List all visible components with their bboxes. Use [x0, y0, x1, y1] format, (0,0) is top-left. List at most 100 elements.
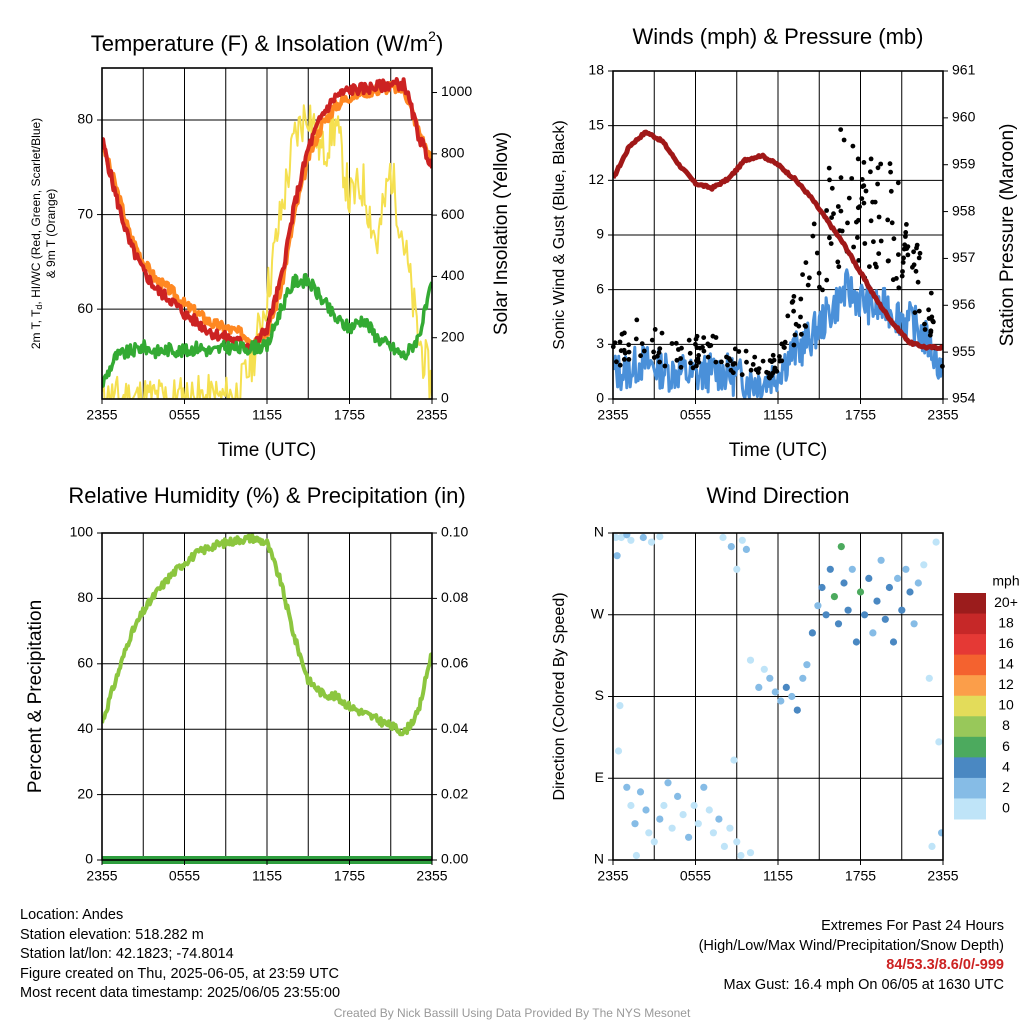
direction-point	[685, 833, 693, 841]
direction-point	[720, 842, 729, 851]
wind-ytick-right-label: 956	[952, 296, 976, 312]
gust-point	[697, 345, 703, 351]
rh-ytick-right-label: 0.06	[441, 655, 468, 671]
direction-point	[777, 697, 785, 705]
gust-point	[838, 175, 844, 181]
rh-ylabel-left: Percent & Precipitation	[25, 600, 46, 793]
temp-ytick-right-label: 0	[441, 390, 449, 406]
rh-ytick-label: 40	[77, 720, 93, 736]
dir-ytick-label: S	[595, 687, 604, 703]
gust-point	[841, 137, 847, 143]
gust-point	[811, 221, 817, 227]
direction-point	[822, 611, 830, 619]
gust-point	[791, 308, 796, 314]
gust-point	[705, 354, 711, 360]
wind-ytick-label: 6	[596, 280, 604, 296]
colorbar-label: 14	[998, 656, 1014, 672]
colorbar-label: 20+	[994, 594, 1018, 610]
gust-point	[859, 196, 865, 202]
direction-point	[679, 811, 687, 819]
gust-point	[634, 317, 640, 323]
direction-point	[650, 838, 658, 846]
direction-point	[852, 638, 861, 646]
gust-point	[900, 269, 905, 274]
colorbar-swatch	[954, 593, 986, 615]
direction-point	[803, 661, 811, 669]
direction-point	[738, 536, 746, 544]
gust-point	[690, 365, 696, 371]
gust-point	[885, 258, 891, 264]
direction-point	[694, 820, 702, 828]
gust-point	[651, 349, 656, 355]
gust-point	[871, 239, 876, 245]
colorbar-swatch	[954, 613, 986, 635]
gust-point	[861, 160, 867, 165]
colorbar-swatch	[954, 716, 986, 738]
temp-ytick-right-label: 800	[441, 145, 465, 161]
gust-point	[779, 358, 785, 364]
gust-point	[856, 258, 862, 263]
direction-point	[746, 656, 755, 664]
direction-point	[914, 579, 922, 587]
direction-point	[894, 574, 902, 583]
wind-xtick-label: 2355	[927, 407, 958, 423]
gust-point	[855, 205, 861, 211]
gust-point	[888, 188, 894, 194]
dir-ylabel-left: Direction (Colored By Speed)	[551, 592, 568, 800]
colorbar-swatch	[954, 736, 986, 758]
location-text: Location: Andes	[20, 907, 124, 923]
temp-ylabel-right: Solar Insolation (Yellow)	[491, 132, 512, 335]
gust-point	[856, 217, 861, 223]
rh-ytick-label: 80	[77, 589, 93, 605]
direction-point	[902, 565, 910, 573]
gust-point	[687, 350, 693, 356]
gust-point	[874, 264, 879, 270]
gust-point	[901, 255, 906, 261]
temp-title: Temperature (F) & Insolation (W/m2)	[91, 28, 444, 56]
temp-ytick-right-label: 1000	[441, 83, 472, 99]
recent-text: Most recent data timestamp: 2025/06/05 2…	[20, 985, 341, 1001]
gust-point	[750, 362, 756, 367]
rh-ytick-right-label: 0.10	[441, 524, 468, 540]
wind-ytick-right-label: 954	[952, 390, 976, 406]
direction-point	[818, 583, 826, 592]
gust-point	[868, 169, 873, 175]
colorbar-swatch	[954, 757, 986, 779]
wind-ytick-right-label: 961	[952, 62, 976, 78]
gust-point	[639, 341, 645, 346]
colorbar-label: 4	[1002, 758, 1010, 774]
rh-xtick-label: 1755	[334, 868, 365, 884]
gust-point	[913, 268, 919, 274]
insolation-line	[102, 104, 432, 399]
wind-ytick-label: 15	[588, 116, 604, 132]
direction-point	[613, 552, 621, 560]
gust-point	[863, 188, 869, 194]
gust-point	[896, 252, 901, 257]
rh-ytick-right-label: 0.04	[441, 720, 468, 736]
direction-point	[814, 602, 822, 610]
direction-point	[938, 829, 943, 837]
dir-ytick-label: N	[594, 524, 604, 540]
wind-ytick-label: 12	[588, 171, 604, 187]
gust-point	[900, 260, 906, 265]
temp-ytick-label: 80	[77, 111, 93, 127]
gust-point	[710, 333, 716, 339]
direction-point	[674, 792, 682, 801]
wind-xtick-label: 1755	[845, 407, 876, 423]
gust-point	[725, 362, 730, 368]
direction-point	[869, 629, 877, 637]
wind-xtick-label: 0555	[680, 407, 711, 423]
colorbar-label: 8	[1002, 717, 1010, 733]
gust-point	[791, 342, 797, 348]
gust-point	[771, 357, 777, 363]
wind-ytick-label: 0	[596, 390, 604, 406]
gust-point	[669, 341, 675, 346]
wind-ytick-right-label: 960	[952, 109, 976, 125]
gust-point	[785, 313, 791, 319]
direction-point	[737, 851, 745, 860]
gust-point	[662, 363, 668, 369]
gust-point	[824, 208, 829, 213]
dir-xtick-label: 1155	[763, 868, 793, 884]
direction-point	[837, 543, 845, 551]
gust-point	[695, 356, 701, 362]
